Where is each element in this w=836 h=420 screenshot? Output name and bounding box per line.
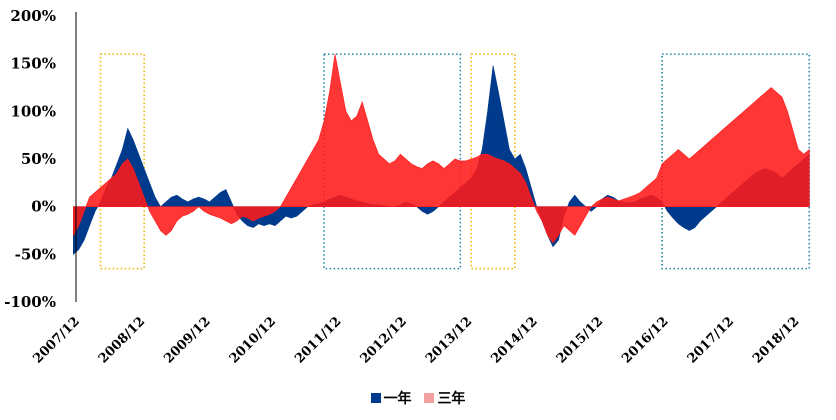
x-tick-label: 2015/12 (554, 314, 606, 366)
legend-item-one-year: 一年 (370, 388, 412, 408)
series-layer (73, 54, 810, 255)
legend-item-three-year: 三年 (424, 388, 465, 408)
highlight-box-4 (661, 53, 811, 270)
highlight-box-2 (323, 53, 462, 270)
x-tick-label: 2017/12 (685, 314, 737, 366)
y-tick-label: 0% (31, 198, 56, 216)
x-tick-label: 2011/12 (292, 314, 344, 366)
chart-area: -100% -50% 0% 50% 100% 150% 200% 2007/12 2008/12… (4, 7, 811, 367)
x-tick-label: 2013/12 (423, 314, 475, 366)
y-tick-label: -100% (4, 293, 56, 311)
x-tick-label: 2009/12 (161, 314, 213, 366)
x-tick-label: 2012/12 (358, 314, 410, 366)
y-tick-label: 150% (10, 55, 56, 73)
x-tick-label: 2007/12 (30, 314, 82, 366)
x-tick-label: 2010/12 (227, 314, 279, 366)
series-area-three-year (73, 54, 810, 244)
x-tick-label: 2008/12 (96, 314, 148, 366)
y-tick-label: 100% (10, 102, 56, 120)
y-tick-label: -50% (15, 245, 56, 263)
legend-label-one-year: 一年 (383, 391, 412, 407)
y-tick-label: 50% (21, 150, 56, 168)
x-tick-label: 2014/12 (488, 314, 540, 366)
highlight-box-1 (99, 53, 145, 270)
legend-swatch-three-year (424, 393, 435, 403)
legend-label-three-year: 三年 (437, 391, 466, 407)
legend-swatch-one-year (370, 393, 381, 403)
y-tick-label: 200% (10, 7, 56, 25)
x-tick-label: 2016/12 (619, 314, 671, 366)
x-tick-label: 2018/12 (750, 314, 802, 366)
legend: 一年 三年 (0, 388, 836, 408)
